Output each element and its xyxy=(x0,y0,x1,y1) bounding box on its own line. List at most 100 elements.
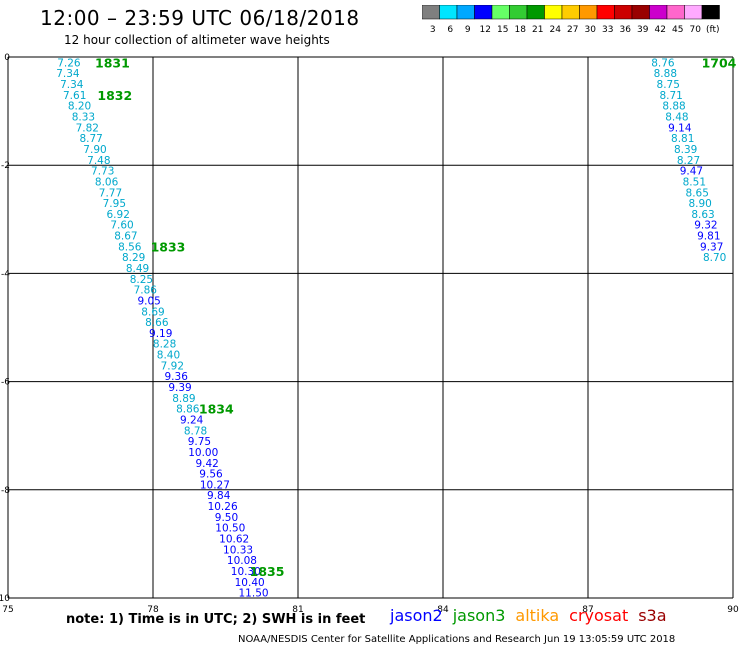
wave-height-value: 7.92 xyxy=(161,360,184,372)
wave-height-value: 9.50 xyxy=(215,512,238,524)
wave-height-value: 9.36 xyxy=(165,371,189,383)
wave-height-value: 10.08 xyxy=(227,555,257,567)
wave-height-value: 10.00 xyxy=(188,447,218,459)
wave-height-value: 7.26 xyxy=(57,57,81,69)
color-scale-label: 45 xyxy=(672,25,683,35)
color-scale-label: 30 xyxy=(585,25,597,35)
wave-height-value: 9.14 xyxy=(668,122,692,134)
color-scale-label: 36 xyxy=(620,25,632,35)
wave-height-value: 8.88 xyxy=(654,68,677,80)
time-label: 1704 xyxy=(702,55,737,70)
wave-height-value: 9.56 xyxy=(199,469,223,481)
wave-height-value: 8.06 xyxy=(95,176,119,188)
wave-height-value: 8.86 xyxy=(176,404,200,416)
chart-title: 12:00 – 23:59 UTC 06/18/2018 xyxy=(40,6,360,30)
wave-height-value: 8.25 xyxy=(130,274,153,286)
x-tick-label: 81 xyxy=(292,605,303,615)
color-scale-label: 70 xyxy=(690,25,702,35)
wave-height-value: 8.70 xyxy=(703,252,726,264)
altimeter-plot: 7578818487900-2-4-6-8-107.267.347.347.61… xyxy=(0,53,739,615)
color-scale-label: 18 xyxy=(515,25,527,35)
wave-height-value: 7.95 xyxy=(103,198,126,210)
wave-height-value: 8.90 xyxy=(688,198,711,210)
wave-height-value: 8.39 xyxy=(674,144,697,156)
wave-height-value: 8.33 xyxy=(72,112,95,124)
wave-height-value: 7.73 xyxy=(91,166,114,178)
legend-entry-altika: altika xyxy=(515,606,560,625)
wave-height-value: 8.67 xyxy=(114,231,137,243)
wave-height-value: 7.86 xyxy=(134,285,158,297)
wave-height-value: 10.50 xyxy=(215,523,245,535)
time-label: 1835 xyxy=(250,564,285,579)
wave-height-value: 6.92 xyxy=(107,209,130,221)
color-swatch-16 xyxy=(701,5,720,20)
wave-height-value: 9.81 xyxy=(697,231,720,243)
wave-height-value: 8.75 xyxy=(657,79,680,91)
wave-height-value: 7.90 xyxy=(83,144,106,156)
color-scale-label: 27 xyxy=(567,25,578,35)
wave-height-value: 9.24 xyxy=(180,414,204,426)
wave-height-value: 8.49 xyxy=(126,263,149,275)
wave-height-value: 8.76 xyxy=(651,57,675,69)
wave-height-value: 8.51 xyxy=(683,176,706,188)
y-tick-label: -2 xyxy=(1,161,10,171)
color-scale-label: 9 xyxy=(465,25,471,35)
wave-height-value: 9.75 xyxy=(188,436,211,448)
time-label: 1832 xyxy=(97,88,132,103)
x-tick-label: 90 xyxy=(727,605,739,615)
color-scale-label: 12 xyxy=(480,25,491,35)
wave-height-value: 8.66 xyxy=(145,317,169,329)
y-tick-label: -4 xyxy=(1,269,10,279)
wave-height-value: 8.77 xyxy=(79,133,102,145)
time-label: 1831 xyxy=(95,55,130,70)
wave-height-value: 11.50 xyxy=(239,588,269,600)
color-scale-label: (ft) xyxy=(706,25,720,35)
x-tick-label: 78 xyxy=(147,605,159,615)
wave-height-value: 8.88 xyxy=(662,101,685,113)
wave-height-value: 9.37 xyxy=(700,241,723,253)
wave-height-value: 8.27 xyxy=(677,155,700,167)
x-tick-label: 75 xyxy=(2,605,13,615)
wave-height-value: 8.63 xyxy=(691,209,714,221)
color-scale-label: 33 xyxy=(602,25,613,35)
wave-height-value: 8.28 xyxy=(153,339,176,351)
wave-height-value: 7.60 xyxy=(110,220,133,232)
y-tick-label: 0 xyxy=(4,53,10,63)
wave-height-value: 8.29 xyxy=(122,252,145,264)
wave-height-value: 9.42 xyxy=(195,458,218,470)
wave-height-value: 10.30 xyxy=(231,566,261,578)
wave-height-value: 9.84 xyxy=(207,490,231,502)
color-scale-label: 42 xyxy=(655,25,666,35)
legend-entry-s3a: s3a xyxy=(638,606,667,625)
x-tick-label: 87 xyxy=(582,605,593,615)
y-tick-label: -6 xyxy=(1,378,10,388)
wave-height-value: 9.39 xyxy=(168,382,191,394)
wave-height-value: 7.61 xyxy=(63,90,86,102)
wave-height-value: 10.33 xyxy=(223,544,253,556)
legend-entry-jason3: jason3 xyxy=(452,606,506,625)
time-label: 1834 xyxy=(199,402,234,417)
footer-note: note: 1) Time is in UTC; 2) SWH is in fe… xyxy=(66,612,366,627)
wave-height-value: 8.65 xyxy=(686,187,709,199)
chart-subtitle: 12 hour collection of altimeter wave hei… xyxy=(64,33,330,47)
wave-height-value: 10.62 xyxy=(219,533,249,545)
legend-entry-cryosat: cryosat xyxy=(569,606,629,625)
color-scale-label: 21 xyxy=(532,25,543,35)
wave-height-value: 8.71 xyxy=(659,90,682,102)
credit-line: NOAA/NESDIS Center for Satellite Applica… xyxy=(238,634,676,645)
wave-height-value: 7.77 xyxy=(99,187,122,199)
wave-height-value: 9.05 xyxy=(137,295,160,307)
wave-height-value: 8.78 xyxy=(184,425,207,437)
wave-height-value: 8.69 xyxy=(141,306,164,318)
wave-height-value: 9.32 xyxy=(694,220,717,232)
satellite-legend: jason2 jason3 altika cryosat s3a xyxy=(390,606,677,625)
wave-height-value: 9.19 xyxy=(149,328,172,340)
wave-height-value: 7.34 xyxy=(56,68,80,80)
color-scale-bar: 3 6 9 12 15 18 21 24 27 30 33 36 39 42 45 70 (ft) xyxy=(422,5,720,35)
wave-height-value: 10.27 xyxy=(200,479,230,491)
color-scale-label: 6 xyxy=(447,25,453,35)
wave-height-value: 7.82 xyxy=(76,122,99,134)
wave-height-value: 8.89 xyxy=(172,393,195,405)
wave-height-value: 10.40 xyxy=(235,577,265,589)
time-label: 1833 xyxy=(151,239,186,254)
